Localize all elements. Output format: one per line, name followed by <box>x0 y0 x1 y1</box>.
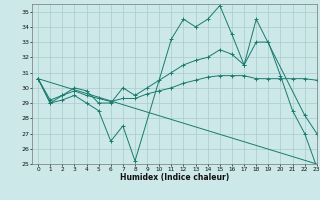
X-axis label: Humidex (Indice chaleur): Humidex (Indice chaleur) <box>120 173 229 182</box>
